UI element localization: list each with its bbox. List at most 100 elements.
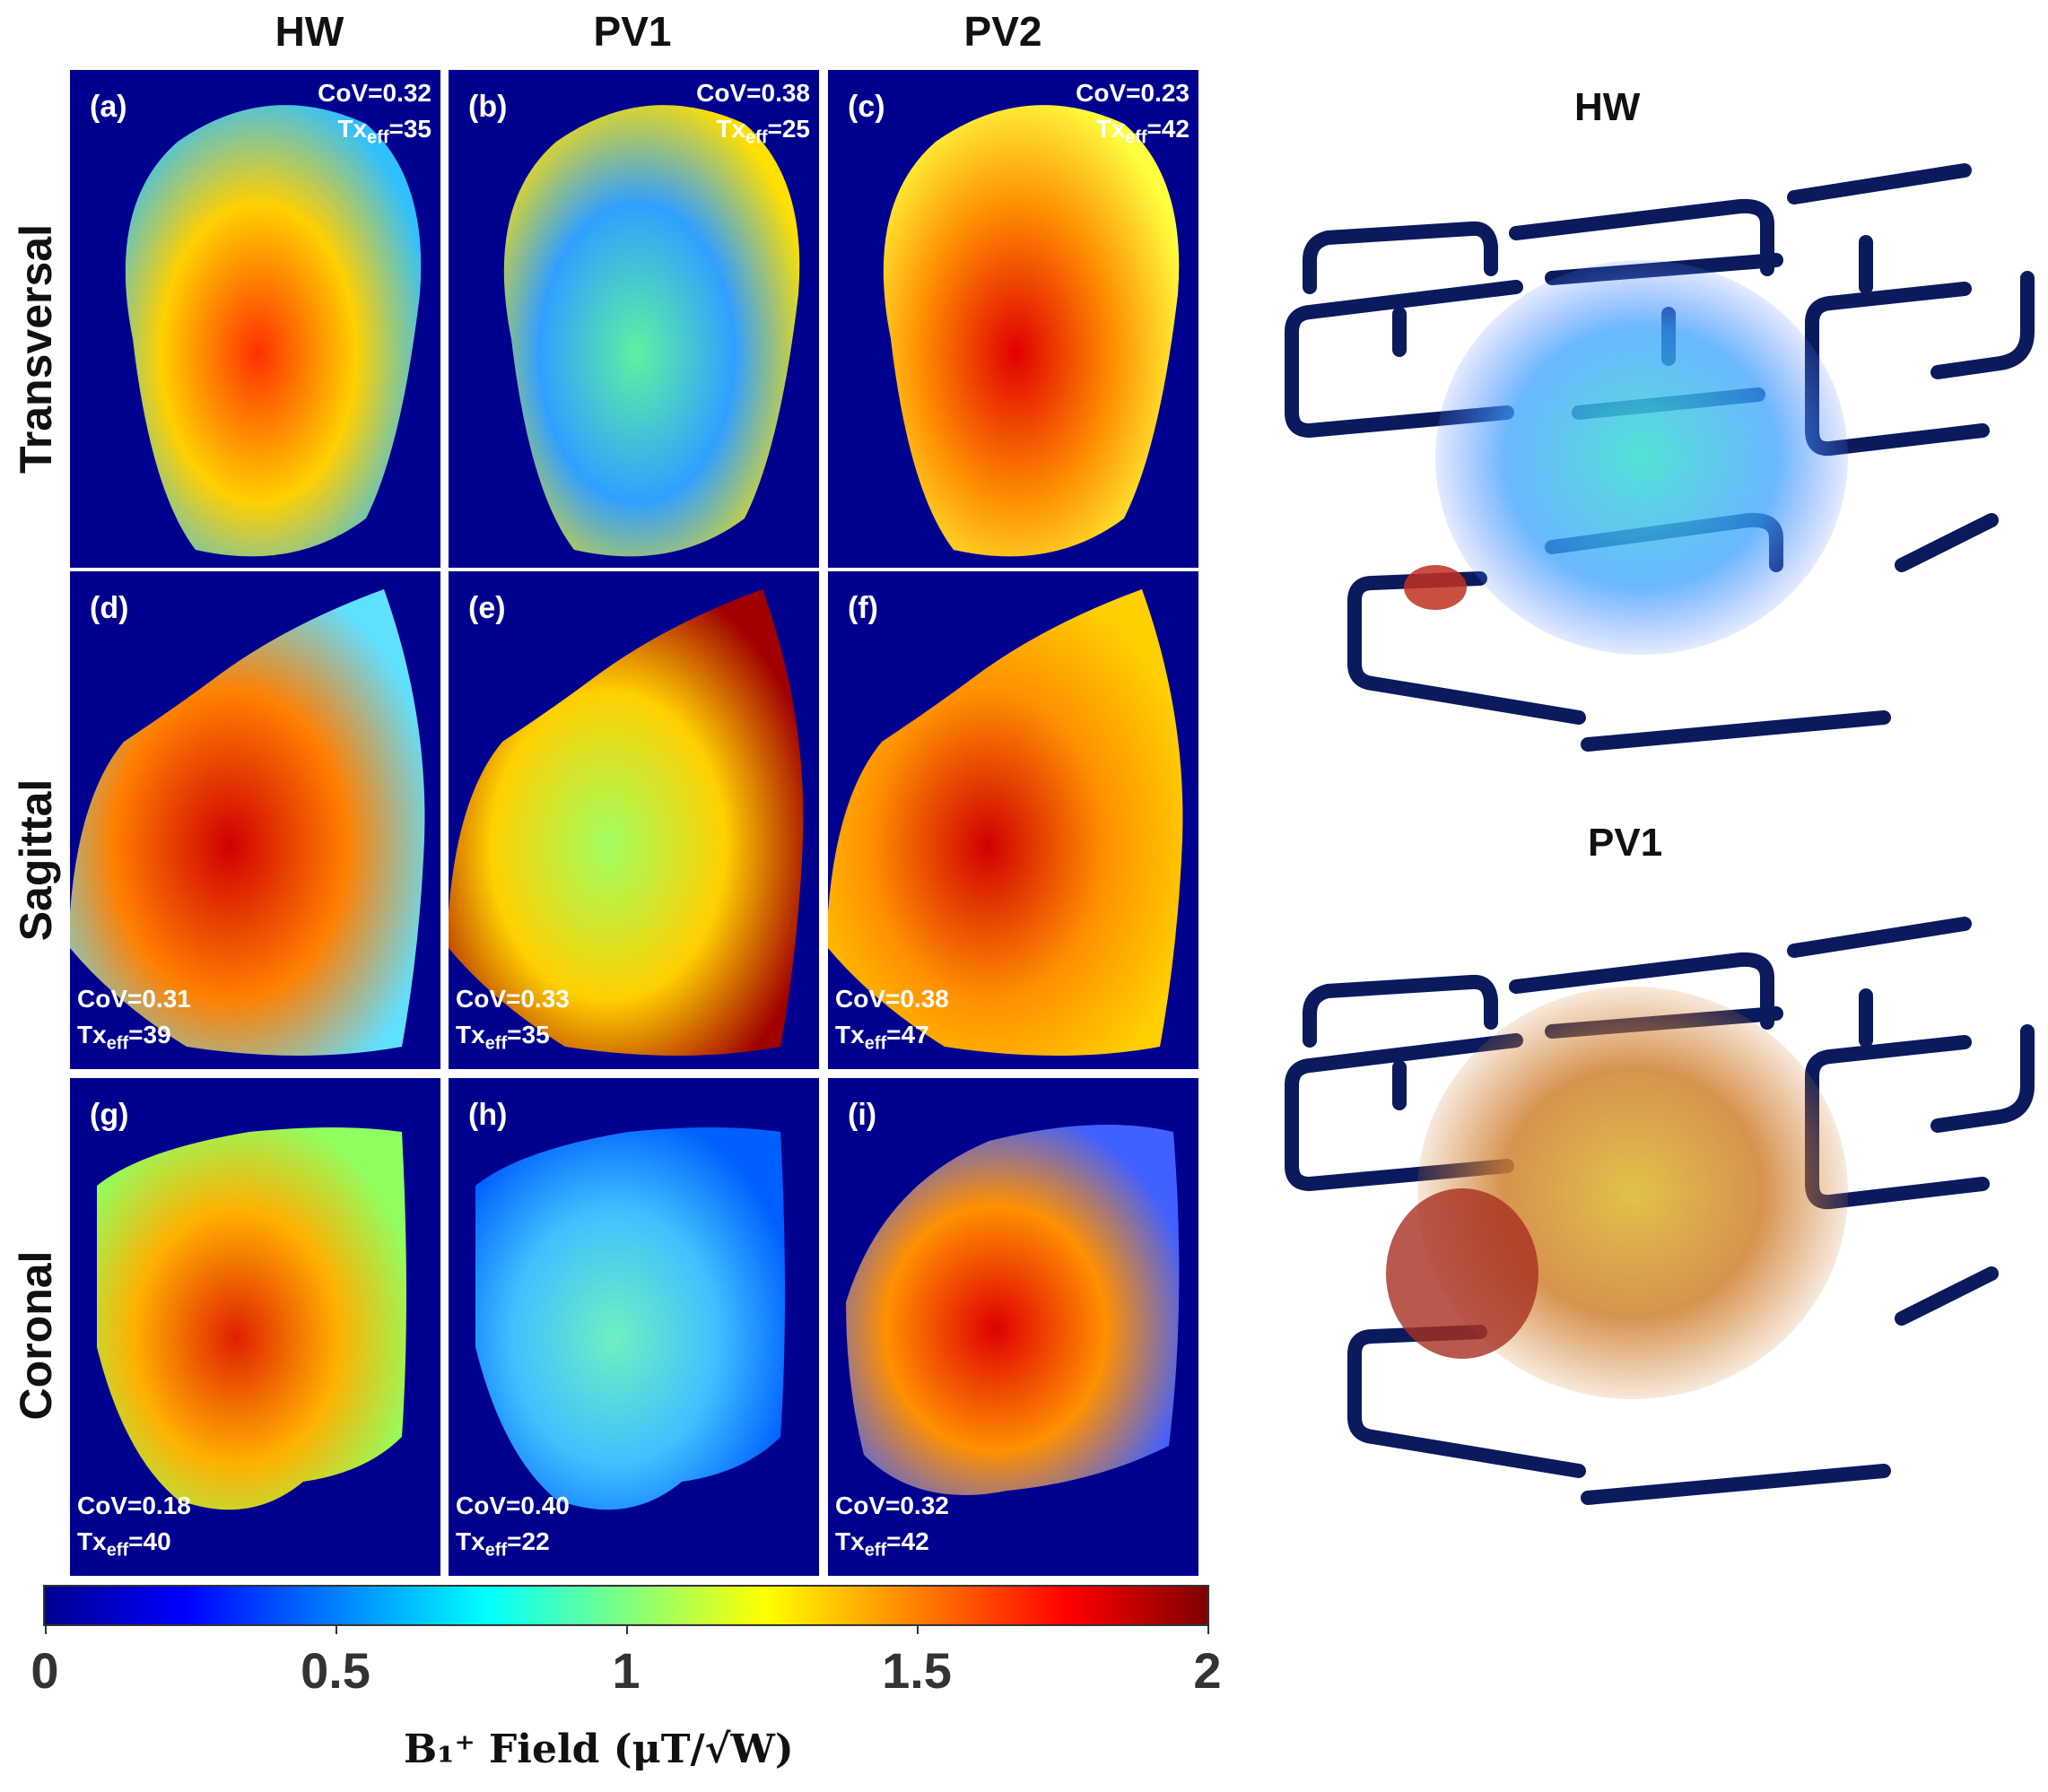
panel-label: (a) [90, 90, 127, 124]
tx-eff-value: Txeff=39 [77, 1017, 191, 1062]
tx-prefix: Tx [337, 115, 368, 143]
tx-subscript: eff [106, 1541, 129, 1561]
field-map-b [503, 105, 800, 557]
panel-c: (c) CoV=0.23 Txeff=42 [828, 70, 1198, 568]
tx-prefix: Tx [77, 1021, 107, 1049]
panel-label: (b) [468, 90, 508, 124]
coil-render-pv1 [1285, 917, 2035, 1505]
tx-number: =42 [1146, 115, 1190, 143]
panel-a: (a) CoV=0.32 Txeff=35 [70, 70, 440, 568]
panel-stats: CoV=0.40 Txeff=22 [456, 1488, 570, 1569]
tx-subscript: eff [484, 1541, 508, 1561]
cov-value: CoV=0.33 [456, 985, 570, 1013]
tx-eff-value: Txeff=35 [456, 1017, 570, 1062]
panel-f: (f) CoV=0.38 Txeff=47 [828, 571, 1198, 1069]
colorbar-tick [336, 1625, 337, 1634]
tx-prefix: Tx [456, 1021, 485, 1049]
tx-prefix: Tx [1095, 115, 1126, 143]
tx-eff-value: Txeff=42 [835, 1524, 949, 1569]
coil-render-hw [1285, 163, 2035, 752]
colorbar-tick-label: 1.5 [882, 1642, 952, 1699]
tx-number: =35 [507, 1021, 550, 1049]
field-map-g [97, 1127, 406, 1510]
tx-number: =40 [128, 1527, 171, 1556]
tx-subscript: eff [864, 1034, 887, 1054]
cov-value: CoV=0.18 [77, 1492, 191, 1520]
column-header-pv1: PV1 [593, 8, 672, 55]
panel-label: (h) [468, 1098, 508, 1132]
panel-stats: CoV=0.38 Txeff=25 [696, 75, 810, 156]
panel-stats: CoV=0.32 Txeff=35 [318, 75, 431, 156]
colorbar-tick [1207, 1625, 1209, 1634]
cov-value: CoV=0.32 [318, 79, 431, 107]
panel-b: (b) CoV=0.38 Txeff=25 [449, 70, 819, 568]
panel-stats: CoV=0.33 Txeff=35 [456, 981, 570, 1062]
tx-prefix: Tx [716, 115, 746, 143]
tx-prefix: Tx [456, 1527, 485, 1556]
colorbar-title: B₁⁺ Field (μT/√W) [404, 1727, 794, 1772]
tx-number: =39 [128, 1021, 171, 1049]
field-map-c [883, 105, 1180, 557]
panel-stats: CoV=0.23 Txeff=42 [1076, 75, 1190, 156]
tx-subscript: eff [484, 1034, 508, 1054]
field-map-d [70, 589, 425, 1056]
panel-stats: CoV=0.31 Txeff=39 [77, 981, 191, 1062]
cov-value: CoV=0.40 [456, 1492, 570, 1520]
tx-eff-value: Txeff=42 [1076, 111, 1190, 156]
panel-label: (g) [90, 1098, 129, 1132]
panel-label: (f) [848, 591, 878, 625]
tx-subscript: eff [745, 127, 768, 148]
column-header-hw: HW [275, 8, 344, 55]
panel-label: (i) [848, 1098, 877, 1132]
cov-value: CoV=0.23 [1076, 79, 1190, 107]
cov-value: CoV=0.31 [77, 985, 191, 1013]
tx-eff-value: Txeff=35 [318, 111, 431, 156]
colorbar-tick-label: 1 [612, 1642, 641, 1699]
render-title-hw: HW [1574, 85, 1641, 129]
panel-g: (g) CoV=0.18 Txeff=40 [70, 1078, 440, 1576]
row-header-transversal: Transversal [11, 224, 61, 474]
panel-e: (e) CoV=0.33 Txeff=35 [449, 571, 819, 1069]
field-map-h [475, 1127, 785, 1510]
tx-eff-value: Txeff=25 [696, 111, 810, 156]
column-header-pv2: PV2 [963, 8, 1042, 55]
colorbar-tick [917, 1625, 919, 1634]
tx-eff-value: Txeff=22 [456, 1524, 570, 1569]
tx-number: =35 [388, 115, 432, 143]
panel-label: (c) [848, 90, 885, 124]
tx-subscript: eff [1125, 127, 1147, 148]
tx-number: =25 [767, 115, 811, 143]
panel-stats: CoV=0.32 Txeff=42 [835, 1488, 949, 1569]
colorbar [43, 1585, 1209, 1626]
field-map-i [846, 1125, 1180, 1495]
tx-number: =22 [507, 1527, 550, 1556]
field-map-a [125, 105, 422, 557]
colorbar-tick-label: 2 [1193, 1642, 1222, 1699]
panel-i: (i) CoV=0.32 Txeff=42 [828, 1078, 1198, 1576]
render-title-pv1: PV1 [1588, 821, 1663, 865]
tx-prefix: Tx [835, 1527, 865, 1556]
colorbar-tick [626, 1625, 628, 1634]
row-header-coronal: Coronal [11, 1250, 61, 1421]
panel-label: (d) [90, 591, 129, 625]
tx-subscript: eff [367, 127, 389, 148]
panel-stats: CoV=0.38 Txeff=47 [835, 981, 949, 1062]
colorbar-tick-label: 0.5 [301, 1642, 370, 1699]
field-map-f [828, 589, 1183, 1056]
tx-prefix: Tx [835, 1021, 865, 1049]
panel-stats: CoV=0.18 Txeff=40 [77, 1488, 191, 1569]
tx-prefix: Tx [77, 1527, 107, 1556]
row-header-sagittal: Sagittal [11, 779, 61, 942]
cov-value: CoV=0.38 [835, 985, 949, 1013]
cov-value: CoV=0.32 [835, 1492, 949, 1520]
tx-subscript: eff [106, 1034, 129, 1054]
cov-value: CoV=0.38 [696, 79, 810, 107]
colorbar-tick-label: 0 [31, 1642, 59, 1699]
panel-h: (h) CoV=0.40 Txeff=22 [449, 1078, 819, 1576]
panel-d: (d) CoV=0.31 Txeff=39 [70, 571, 440, 1069]
panel-label: (e) [468, 591, 506, 625]
field-map-e [449, 589, 804, 1056]
tx-subscript: eff [864, 1541, 887, 1561]
tx-eff-value: Txeff=47 [835, 1017, 949, 1062]
tx-eff-value: Txeff=40 [77, 1524, 191, 1569]
